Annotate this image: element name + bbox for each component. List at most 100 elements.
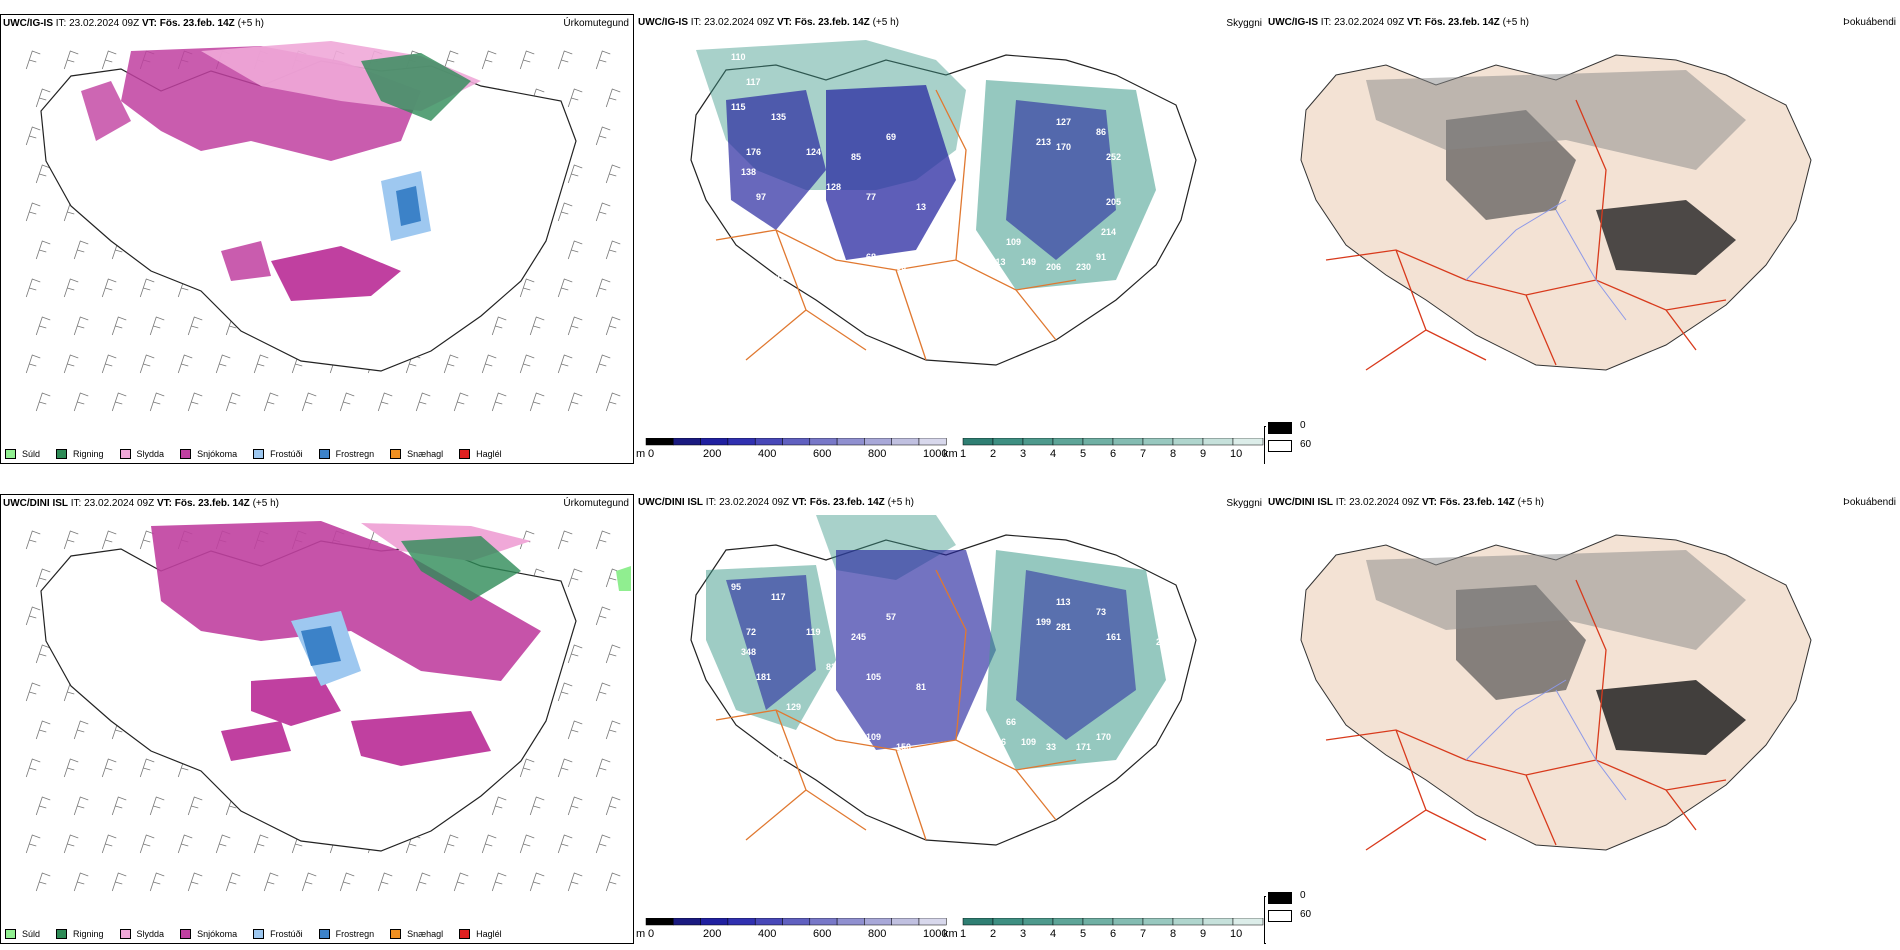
wind-barb — [25, 202, 41, 222]
wind-barb — [529, 392, 545, 412]
legend-swatch — [390, 929, 402, 939]
wind-barb — [63, 354, 79, 374]
visibility-value-label: 248 — [1156, 637, 1171, 647]
visibility-value-labels: 142 102 95 117 72 348 181 129 82 119 224 196 109 150 1… — [731, 532, 1176, 772]
visibility-colorbar-bottom: m 0 200 400 600 800 1000 km 1 2 3 4 5 6 7 8 9 10 — [636, 917, 1266, 942]
wind-barb — [35, 316, 51, 336]
visibility-value-label: 113 — [1056, 597, 1071, 607]
wind-barb — [557, 202, 573, 222]
visibility-value-label: 117 — [771, 592, 786, 602]
legend-swatch — [119, 929, 131, 939]
wind-barb — [25, 834, 41, 854]
wind-barb — [443, 354, 459, 374]
precip-type-label-top: Úrkomutegund — [563, 18, 629, 29]
wind-barb — [557, 354, 573, 374]
fog-scale-box-bottom — [1264, 896, 1266, 944]
colorbar-swatch — [727, 437, 756, 446]
legend-label: Snæhagl — [407, 929, 444, 939]
wind-barb — [263, 392, 279, 412]
legend-item: Haglél — [459, 449, 502, 459]
visibility-value-label: 91 — [1096, 252, 1106, 262]
wind-barb — [177, 834, 193, 854]
colorbar-swatch — [962, 437, 994, 446]
visibility-value-label: 86 — [1096, 127, 1106, 137]
wind-barb — [25, 126, 41, 146]
colorbar-swatch — [836, 437, 865, 446]
legend-label: Snjókoma — [197, 929, 238, 939]
wind-barb — [35, 240, 51, 260]
visibility-value-label: 206 — [1046, 262, 1061, 272]
wind-barb — [567, 644, 583, 664]
colorbar-swatch — [1172, 917, 1204, 926]
visibility-value-label: 105 — [866, 672, 881, 682]
legend-item: Haglél — [459, 929, 502, 939]
colorbar-tick-label: 600 — [813, 928, 831, 940]
colorbar-swatch — [645, 437, 674, 446]
colorbar-unit: m — [636, 448, 645, 460]
visibility-value-label: 69 — [886, 132, 896, 142]
panel-title-fog-bottom: UWC/DINI ISL IT: 23.02.2024 09Z VT: Fös.… — [1268, 497, 1544, 508]
precip-map-panel-top: UWC/IG-IS IT: 23.02.2024 09Z VT: Fös. 23… — [0, 14, 634, 464]
colorbar-swatch — [1052, 917, 1084, 926]
wind-barb — [139, 278, 155, 298]
wind-barb — [567, 240, 583, 260]
wind-barb — [519, 354, 535, 374]
wind-barb — [73, 392, 89, 412]
visibility-value-label: 115 — [731, 102, 746, 112]
colorbar-tick-label: 4 — [1050, 448, 1056, 460]
wind-barb — [111, 316, 127, 336]
wind-barb — [377, 872, 393, 892]
wind-barb — [63, 834, 79, 854]
wind-barb — [339, 872, 355, 892]
visibility-low-west — [726, 90, 826, 230]
wind-barb — [595, 354, 611, 374]
wind-barb — [139, 354, 155, 374]
wind-barb — [215, 354, 231, 374]
road-network-red — [1325, 579, 1727, 851]
wind-barb — [595, 758, 611, 778]
visibility-value-label: 149 — [1021, 257, 1036, 267]
wind-barb — [595, 606, 611, 626]
panel-title-visibility-top: UWC/IG-IS IT: 23.02.2024 09Z VT: Fös. 23… — [638, 17, 899, 28]
fog-scale-top: 0 60 — [1266, 414, 1320, 460]
colorbar-swatch — [962, 917, 994, 926]
snow-area-mid — [221, 241, 271, 281]
colorbar-swatch — [809, 917, 838, 926]
legend-label: Súld — [22, 929, 41, 939]
km-colorbar: km 1 2 3 4 5 6 7 8 9 10 — [943, 437, 1264, 460]
colorbar-tick-label: 1 — [960, 448, 966, 460]
wind-barb — [25, 682, 41, 702]
colorbar-tick-label: 0 — [648, 928, 654, 940]
precip-map-top — [25, 41, 621, 412]
legend-label: Frostregn — [335, 449, 375, 459]
wind-barb — [415, 872, 431, 892]
wind-barb — [491, 872, 507, 892]
wind-barb — [519, 278, 535, 298]
legend-item: Rigning — [56, 449, 104, 459]
visibility-value-label: 85 — [1086, 762, 1096, 772]
visibility-value-label: 161 — [1106, 632, 1121, 642]
colorbar-unit: km — [943, 448, 958, 460]
colorbar-swatch — [673, 437, 701, 446]
panel-title-precip-bottom: UWC/DINI ISL IT: 23.02.2024 09Z VT: Fös.… — [3, 498, 279, 509]
legend-label: Rigning — [73, 929, 104, 939]
legend-label: Frostúði — [270, 929, 303, 939]
meter-colorbar: m 0 200 400 600 800 1000 — [636, 437, 947, 460]
wind-barb — [101, 834, 117, 854]
legend-swatch — [390, 449, 402, 459]
drizzle-area-east — [616, 566, 631, 591]
visibility-value-label: 60 — [1156, 157, 1166, 167]
wind-barb — [187, 872, 203, 892]
visibility-label-bottom: Skyggni — [1226, 498, 1262, 509]
fog-label-bottom: Þokuábendi — [1843, 497, 1896, 508]
colorbar-swatch — [1142, 917, 1174, 926]
visibility-value-label: 196 — [776, 752, 791, 762]
legend-item: Snæhagl — [390, 449, 443, 459]
visibility-map-bottom: 142 102 95 117 72 348 181 129 82 119 224 196 109 150 1… — [690, 515, 1197, 846]
precip-legend-bottom: Súld Rigning Slydda Snjókoma Frostúði Frostre… — [5, 929, 502, 939]
wind-barb — [567, 720, 583, 740]
wind-barb — [35, 720, 51, 740]
legend-label: Rigning — [73, 449, 104, 459]
wind-barb — [139, 530, 155, 550]
river-network — [1465, 199, 1627, 321]
